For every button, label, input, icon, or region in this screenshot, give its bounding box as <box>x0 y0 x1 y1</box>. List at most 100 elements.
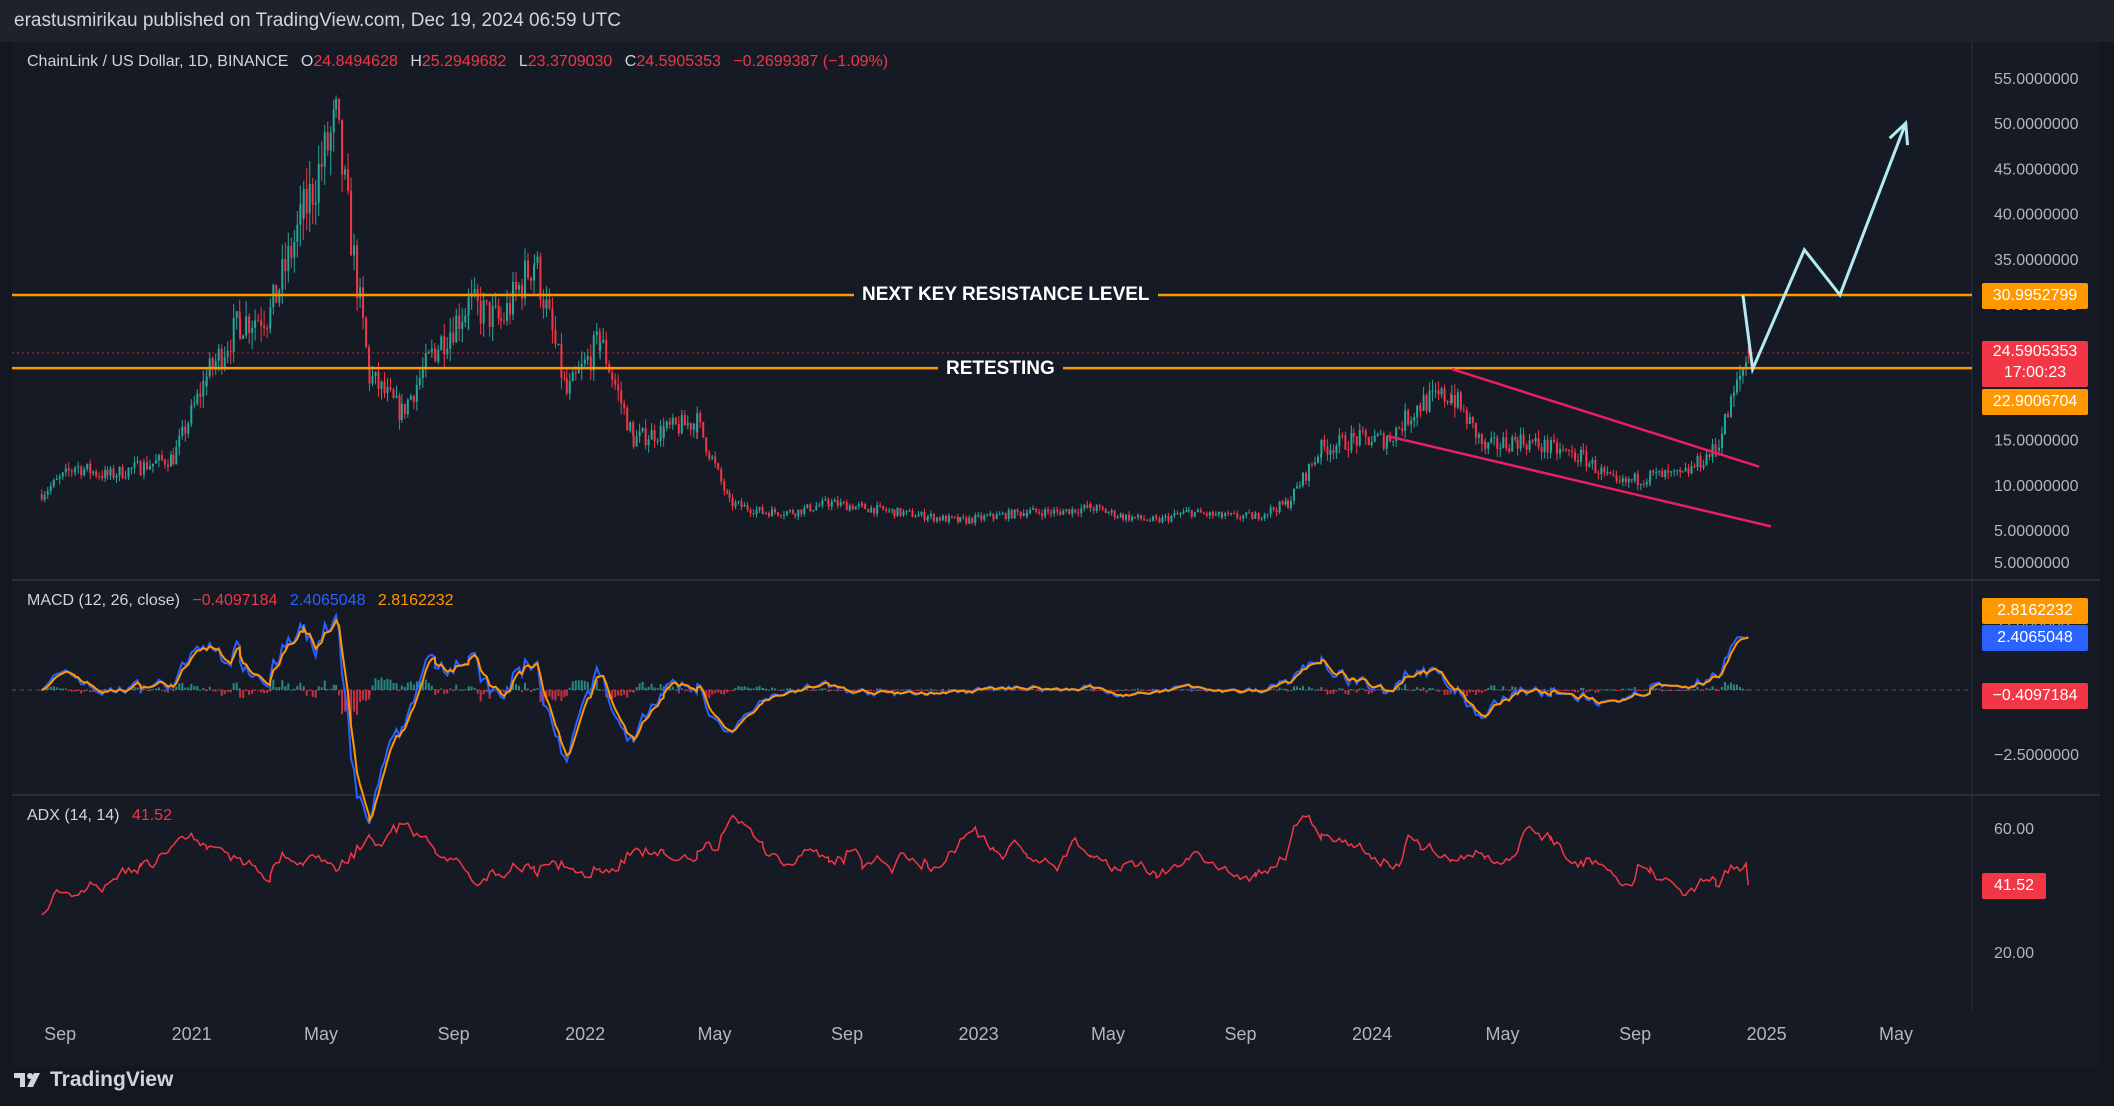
candle-body <box>70 470 73 472</box>
candle-body <box>512 281 515 315</box>
candle-body <box>650 429 653 440</box>
macd-hist-bar <box>1398 686 1401 690</box>
macd-hist-bar <box>574 680 577 690</box>
macd-hist-bar <box>764 688 767 690</box>
macd-signal-value: 2.8162232 <box>377 592 454 609</box>
macd-hist-bar <box>1185 689 1188 691</box>
candle-body <box>758 507 761 510</box>
candle-body <box>323 132 326 167</box>
macd-hist-bar <box>446 690 449 694</box>
macd-hist-bar <box>599 689 602 691</box>
candle-body <box>1266 513 1269 515</box>
tradingview-logo-icon <box>14 1073 40 1087</box>
candle-body <box>1597 472 1600 475</box>
adx-name: ADX (14, 14) <box>27 807 120 824</box>
candle-body <box>1446 401 1449 403</box>
macd-hist-bar <box>1609 689 1612 691</box>
macd-hist-bar <box>1696 686 1699 690</box>
macd-hist-bar <box>1676 689 1679 691</box>
candle-body <box>1323 439 1326 447</box>
candle-body <box>254 320 257 328</box>
candle-body <box>731 497 734 507</box>
macd-hist-bar <box>1358 688 1361 690</box>
macd-hist-bar <box>371 685 374 690</box>
macd-hist-bar <box>1714 688 1717 690</box>
macd-hist-bar <box>1618 690 1621 691</box>
macd-signal-line <box>41 618 1749 824</box>
channel-trendline <box>1451 367 1760 468</box>
candle-body <box>959 517 962 522</box>
macd-line <box>41 612 1749 825</box>
macd-hist-bar <box>1636 690 1639 691</box>
candle-body <box>398 395 401 420</box>
macd-hist-bar <box>920 688 923 690</box>
macd-line-label: 2.4065048 <box>1982 625 2088 651</box>
candle-body <box>1624 477 1627 483</box>
macd-hist-bar <box>1658 688 1661 690</box>
macd-hist-bar <box>305 690 308 696</box>
macd-hist-bar <box>380 677 383 690</box>
candle-body <box>554 329 557 345</box>
candle-body <box>1013 509 1016 519</box>
candle-body <box>1389 437 1392 442</box>
candle-body <box>1019 511 1022 516</box>
candle-body <box>1176 513 1179 515</box>
macd-hist-bar <box>178 683 181 690</box>
candle-body <box>1459 392 1462 410</box>
macd-hist-bar <box>452 690 455 692</box>
candle-body <box>184 426 187 434</box>
tradingview-logo[interactable]: TradingView <box>14 1068 173 1092</box>
candle-body <box>1332 450 1335 453</box>
macd-hist-bar <box>1577 690 1580 693</box>
macd-hist-bar <box>905 689 908 691</box>
candle-body <box>1453 394 1456 408</box>
macd-hist-bar <box>461 689 464 691</box>
candle-body <box>1107 512 1110 514</box>
macd-hist-bar <box>1013 688 1016 690</box>
candle-body <box>365 317 368 348</box>
candle-body <box>848 505 851 511</box>
macd-hist-bar <box>1143 690 1146 691</box>
candle-body <box>1352 433 1355 437</box>
candle-body <box>926 516 929 519</box>
macd-hist-bar <box>296 685 299 690</box>
chart-canvas[interactable]: 55.0000000 50.0000000 45.0000000 40.0000000… <box>0 0 2114 1066</box>
candle-body <box>539 256 542 300</box>
candle-body <box>545 299 548 309</box>
macd-hist-bar <box>1574 690 1577 693</box>
macd-hist-bar <box>335 684 338 690</box>
candle-body <box>882 505 885 510</box>
candle-body <box>1089 503 1092 509</box>
candle-body <box>583 359 586 364</box>
macd-hist-bar <box>770 687 773 690</box>
macd-hist-bar <box>515 683 518 690</box>
candle-body <box>1376 434 1379 436</box>
candle-body <box>833 500 836 502</box>
candle-body <box>1367 436 1370 446</box>
candle-body <box>602 339 605 343</box>
macd-hist-bar <box>254 690 257 691</box>
macd-hist-bar <box>1110 690 1113 691</box>
candle-body <box>101 475 104 479</box>
candle-body <box>1413 417 1416 421</box>
macd-hist-bar <box>1019 690 1022 691</box>
macd-hist-bar <box>1320 687 1323 690</box>
candle-body <box>1269 507 1272 514</box>
candle-body <box>392 389 395 398</box>
candle-body <box>870 507 873 513</box>
macd-hist-bar <box>1699 690 1702 691</box>
macd-hist-bar <box>947 688 950 690</box>
price-tick-label: 55.0000000 <box>1994 71 2079 88</box>
candle-body <box>371 376 374 384</box>
candle-body <box>524 260 527 299</box>
macd-hist-bar <box>1474 690 1477 695</box>
macd-hist-bar <box>449 688 452 690</box>
candle-body <box>770 509 773 517</box>
macd-hist-bar <box>665 685 668 690</box>
macd-hist-bar <box>1434 689 1437 691</box>
macd-hist-bar <box>545 690 548 699</box>
macd-hist-bar <box>1690 689 1693 691</box>
time-tick-label: May <box>1486 1024 1520 1044</box>
macd-hist-bar <box>1119 689 1122 691</box>
candle-body <box>1167 515 1170 522</box>
